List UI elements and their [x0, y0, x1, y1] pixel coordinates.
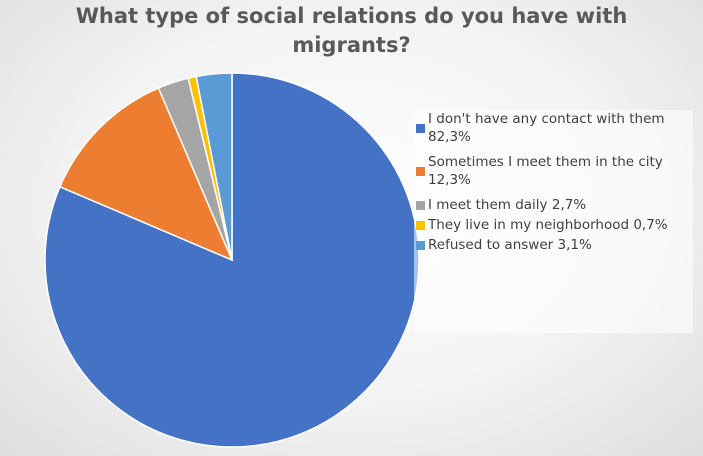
- legend-swatch-2: [416, 167, 425, 176]
- legend-label-3: I meet them daily 2,7%: [428, 197, 587, 213]
- chart-legend: I don't have any contact with them 82,3%…: [414, 110, 693, 333]
- chart-title-line-2: migrants?: [292, 33, 411, 57]
- pie-slice-5: [195, 72, 233, 261]
- legend-label-2: Sometimes I meet them in the city 12,3%: [428, 154, 663, 188]
- chart-title-line-1: What type of social relations do you hav…: [75, 4, 628, 28]
- legend-label-1: I don't have any contact with them 82,3%: [428, 111, 665, 145]
- legend-label-4: They live in my neighborhood 0,7%: [428, 217, 668, 233]
- legend-swatch-4: [416, 221, 425, 230]
- pie-slice-2: [58, 87, 234, 262]
- chart-title: What type of social relations do you hav…: [0, 2, 703, 60]
- legend-swatch-5: [416, 241, 425, 250]
- legend-swatch-1: [416, 124, 425, 133]
- legend-swatch-3: [416, 201, 425, 210]
- legend-label-5: Refused to answer 3,1%: [428, 237, 592, 253]
